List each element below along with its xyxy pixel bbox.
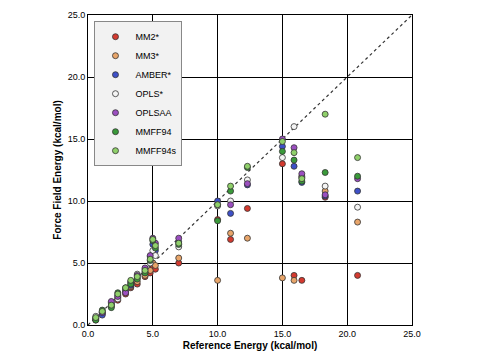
svg-text:20.0: 20.0 — [338, 329, 356, 339]
svg-text:MM2*: MM2* — [135, 32, 159, 42]
svg-text:10.0: 10.0 — [68, 196, 86, 206]
svg-text:AMBER*: AMBER* — [135, 70, 171, 80]
svg-text:MMFF94: MMFF94 — [135, 127, 171, 137]
svg-text:15.0: 15.0 — [274, 329, 292, 339]
svg-text:20.0: 20.0 — [68, 72, 86, 82]
svg-text:25.0: 25.0 — [403, 329, 421, 339]
svg-text:0.0: 0.0 — [82, 329, 95, 339]
svg-text:5.0: 5.0 — [147, 329, 160, 339]
svg-text:Force Field Energy (kcal/mol): Force Field Energy (kcal/mol) — [52, 100, 63, 239]
svg-text:5.0: 5.0 — [73, 258, 86, 268]
svg-text:OPLS*: OPLS* — [135, 89, 163, 99]
svg-text:MMFF94s: MMFF94s — [135, 146, 176, 156]
svg-text:Reference Energy (kcal/mol): Reference Energy (kcal/mol) — [183, 340, 318, 351]
svg-text:0.0: 0.0 — [73, 320, 86, 330]
svg-text:15.0: 15.0 — [68, 134, 86, 144]
svg-text:25.0: 25.0 — [68, 10, 86, 20]
svg-text:OPLSAA: OPLSAA — [135, 108, 171, 118]
svg-text:MM3*: MM3* — [135, 51, 159, 61]
svg-text:10.0: 10.0 — [209, 329, 227, 339]
